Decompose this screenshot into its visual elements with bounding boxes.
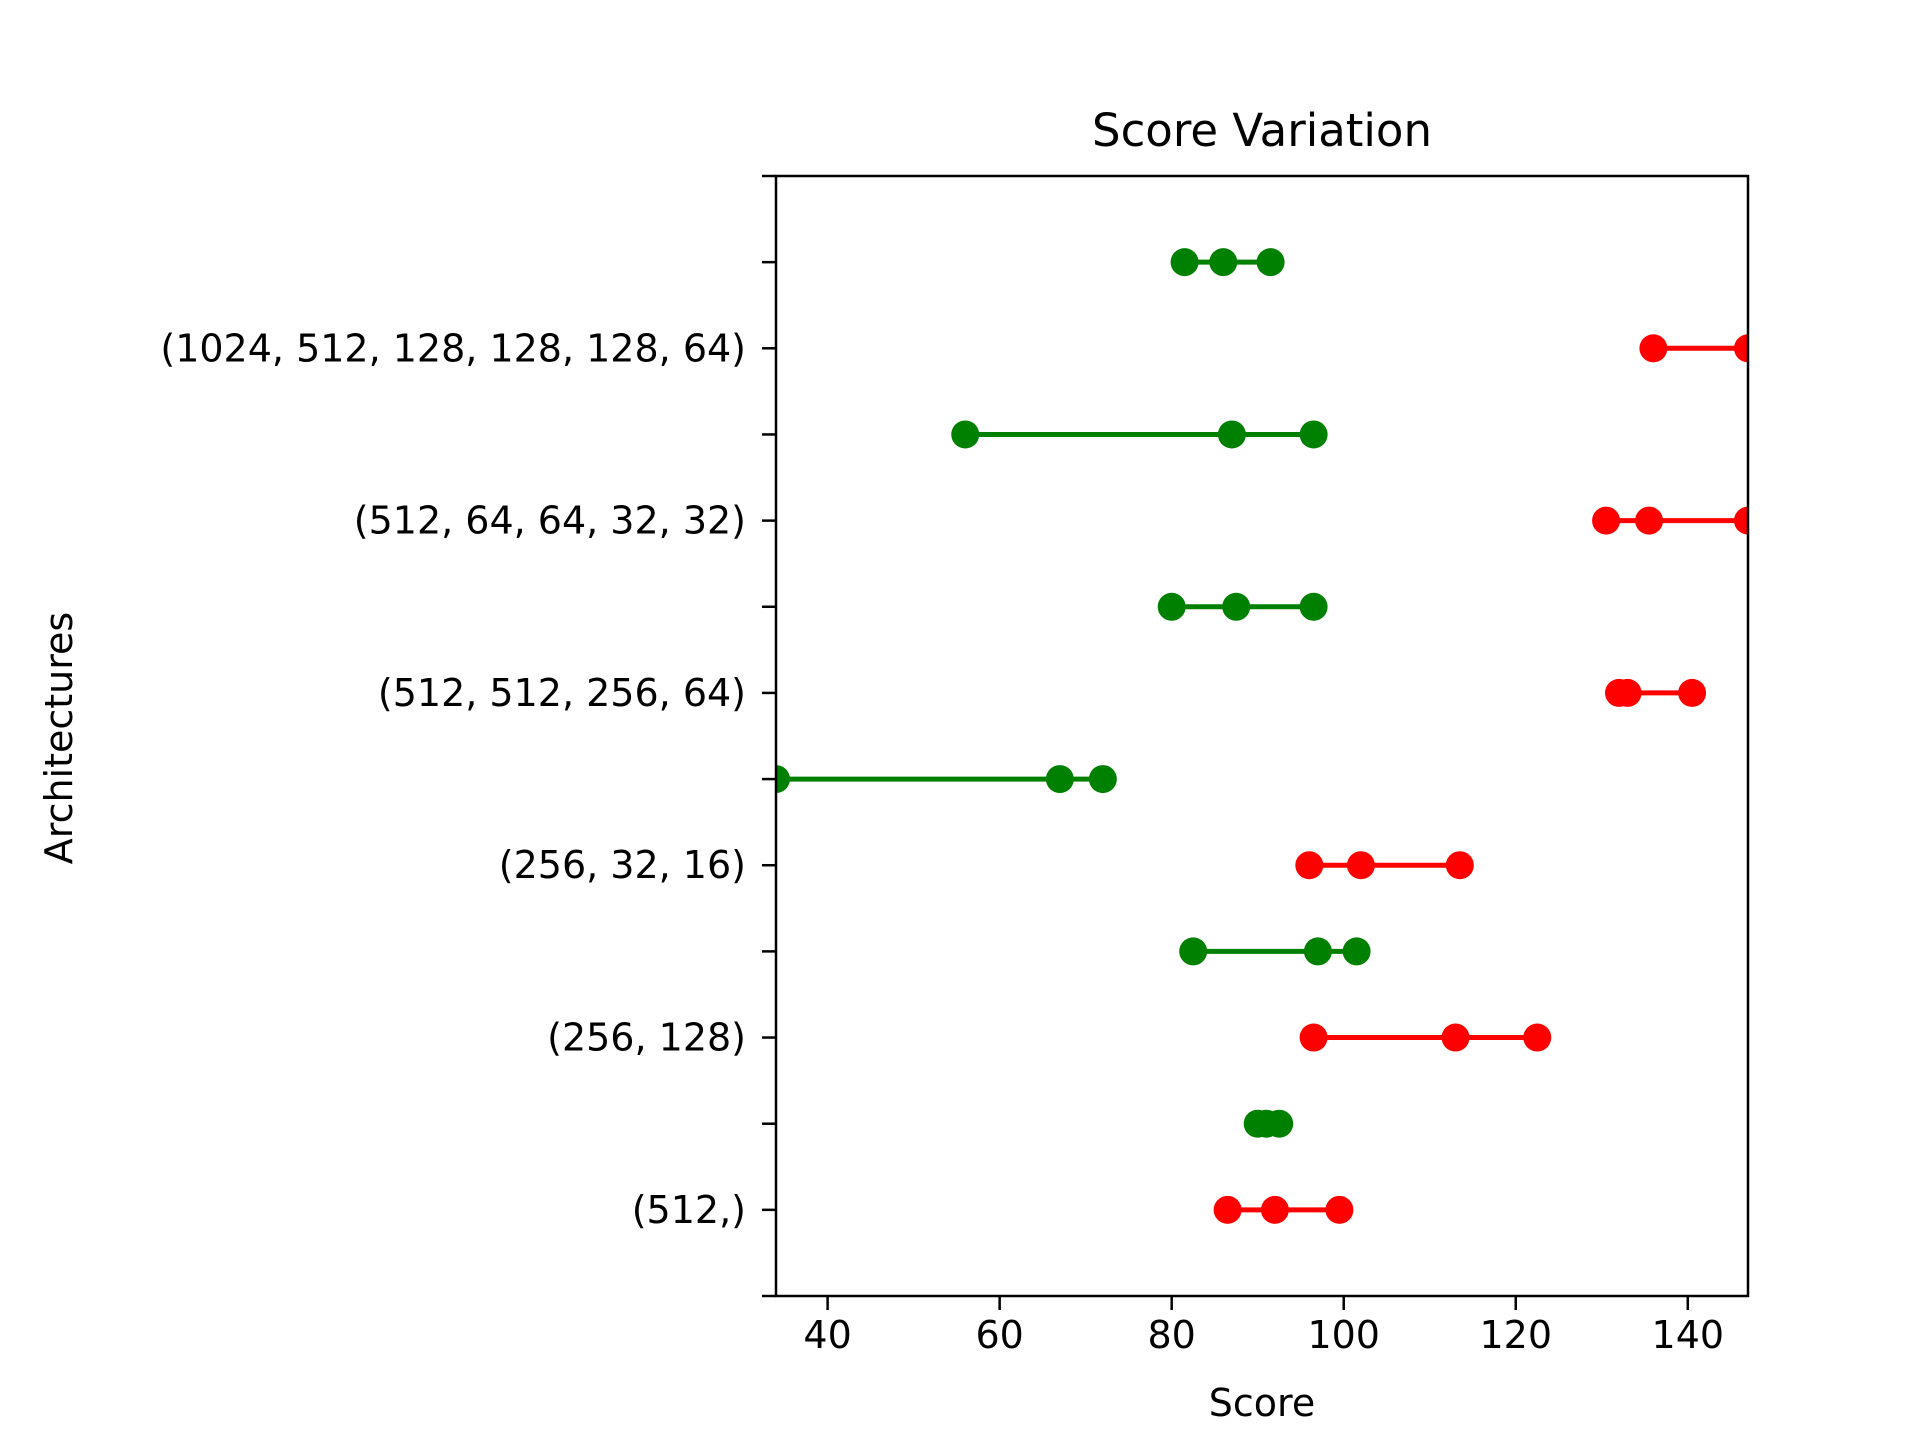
data-point-1 (1045, 765, 1074, 794)
chart-title: Score Variation (1092, 104, 1432, 157)
x-tick-label: 140 (1652, 1313, 1725, 1357)
series-1-row-0 (1243, 1109, 1294, 1138)
y-tick-label: (256, 128) (547, 1016, 746, 1060)
y-tick-label: (512, 512, 256, 64) (378, 671, 746, 715)
data-point-2 (1523, 1023, 1552, 1052)
series-1-row-4 (951, 420, 1328, 449)
data-point-2 (1325, 1195, 1354, 1224)
y-axis-label: Architectures (37, 612, 81, 864)
y-tick-label: (1024, 512, 128, 128, 128, 64) (160, 326, 746, 370)
series-1-row-2 (776, 765, 1117, 794)
data-point-1 (1635, 506, 1664, 535)
x-axis-label: Score (1209, 1381, 1315, 1425)
data-point-0 (951, 420, 980, 449)
data-point-1 (1217, 420, 1246, 449)
data-point-1 (1734, 334, 1748, 363)
x-tick-label: 40 (803, 1313, 851, 1357)
data-point-2 (1678, 678, 1707, 707)
series-1-row-3 (1157, 592, 1328, 621)
data-point-2 (1734, 506, 1748, 535)
x-tick-label: 100 (1307, 1313, 1380, 1357)
y-tick-label: (512, 64, 64, 32, 32) (354, 499, 746, 543)
data-point-0 (1157, 592, 1186, 621)
plot-frame (774, 174, 1750, 1298)
data-point-0 (1170, 248, 1199, 277)
data-point-0 (1592, 506, 1621, 535)
series-0-row-0 (1213, 1195, 1354, 1224)
data-point-1 (1222, 592, 1251, 621)
data-point-2 (1256, 248, 1285, 277)
x-tick-label: 80 (1148, 1313, 1196, 1357)
series-0-row-4 (1592, 506, 1748, 535)
data-point-1 (1303, 937, 1332, 966)
series-1-row-5 (1170, 248, 1285, 277)
y-tick-label: (256, 32, 16) (499, 843, 746, 887)
y-tick-label: (512,) (632, 1188, 746, 1232)
series-0-row-5 (1639, 334, 1748, 363)
series-0-row-2 (1295, 851, 1474, 880)
series-1-row-1 (1179, 937, 1371, 966)
data-point-2 (1342, 937, 1371, 966)
data-point-1 (1346, 851, 1375, 880)
data-point-0 (1295, 851, 1324, 880)
data-point-0 (1299, 1023, 1328, 1052)
x-tick-label: 120 (1479, 1313, 1552, 1357)
data-point-2 (1299, 420, 1328, 449)
data-point-0 (776, 765, 790, 794)
x-tick-label: 60 (975, 1313, 1023, 1357)
series-0-row-3 (1604, 678, 1707, 707)
data-point-2 (1265, 1109, 1294, 1138)
data-point-1 (1613, 678, 1642, 707)
data-point-0 (1213, 1195, 1242, 1224)
data-point-1 (1260, 1195, 1289, 1224)
series-0-row-1 (1299, 1023, 1552, 1052)
axes-layer: 40 60 80 100 120 140 (512,) (256, 128) (256, 32,… (160, 174, 1750, 1357)
data-point-0 (1639, 334, 1668, 363)
data-point-0 (1179, 937, 1208, 966)
data-point-2 (1299, 592, 1328, 621)
data-point-1 (1441, 1023, 1470, 1052)
data-point-2 (1445, 851, 1474, 880)
data-point-2 (1088, 765, 1117, 794)
marks-layer (776, 248, 1748, 1224)
data-point-1 (1209, 248, 1238, 277)
